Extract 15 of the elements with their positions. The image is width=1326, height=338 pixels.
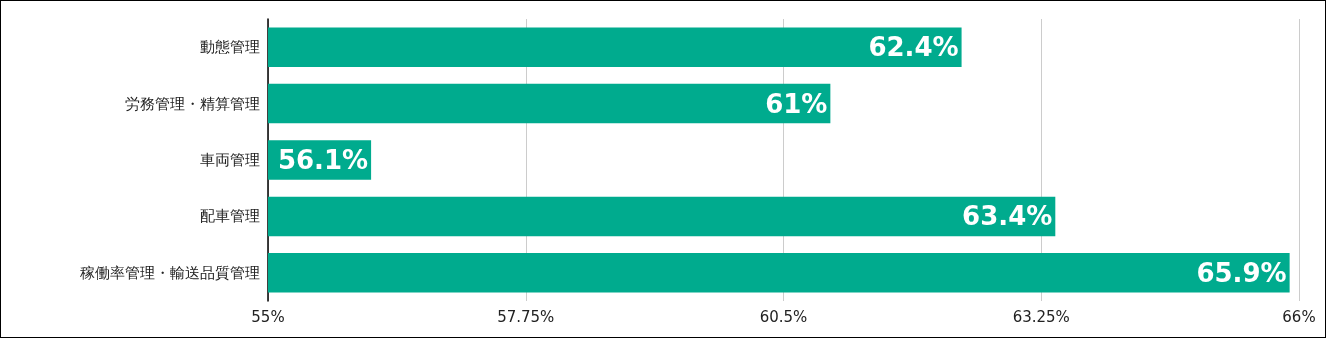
data-label: 65.9% (1196, 257, 1287, 288)
x-tick-label: 60.5% (759, 307, 808, 326)
data-label: 63.4% (962, 201, 1053, 232)
y-tick-label: 稼働率管理・輸送品質管理 (80, 263, 260, 282)
y-tick-label: 労務管理・精算管理 (125, 94, 260, 113)
x-tick-label: 63.25% (1012, 307, 1070, 326)
data-label: 61% (765, 88, 828, 119)
y-tick-label: 動態管理 (200, 38, 260, 57)
data-label: 56.1% (277, 145, 369, 175)
y-tick-label: 配車管理 (200, 207, 260, 226)
y-tick-label: 車両管理 (200, 151, 260, 169)
x-tick-label: 55% (251, 307, 285, 326)
data-label: 62.4% (868, 32, 959, 63)
x-tick-label: 57.75% (497, 307, 555, 326)
x-tick-label: 66% (1282, 307, 1316, 326)
